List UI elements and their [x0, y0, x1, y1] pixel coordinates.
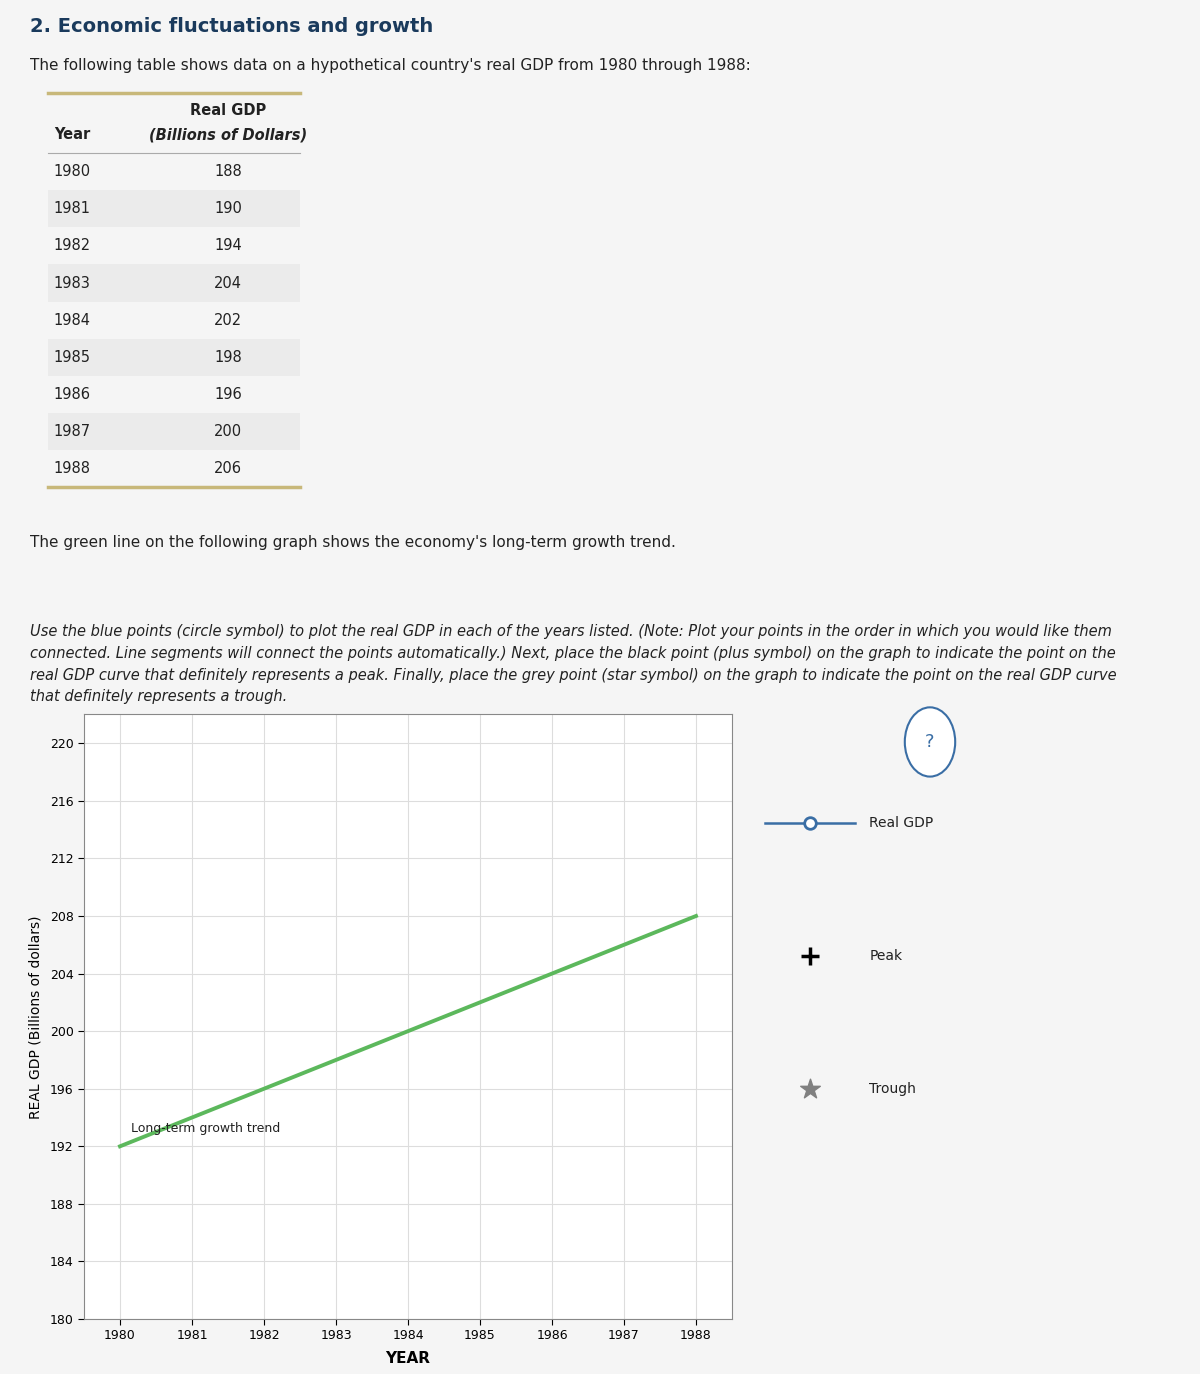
- Bar: [48, 190, 300, 227]
- Text: 190: 190: [214, 202, 242, 216]
- Text: 1986: 1986: [54, 387, 90, 401]
- Text: The following table shows data on a hypothetical country's real GDP from 1980 th: The following table shows data on a hypo…: [30, 58, 751, 73]
- Text: The green line on the following graph shows the economy's long-term growth trend: The green line on the following graph sh…: [30, 534, 676, 550]
- Text: 204: 204: [214, 276, 242, 290]
- Text: 198: 198: [214, 350, 242, 364]
- Text: 2. Economic fluctuations and growth: 2. Economic fluctuations and growth: [30, 18, 433, 36]
- Text: 1987: 1987: [54, 425, 90, 438]
- Text: 1980: 1980: [54, 165, 90, 179]
- Point: [800, 945, 820, 967]
- X-axis label: YEAR: YEAR: [385, 1351, 431, 1366]
- Text: Real GDP: Real GDP: [190, 103, 266, 118]
- Text: 1982: 1982: [54, 239, 90, 253]
- Text: Real GDP: Real GDP: [869, 816, 934, 830]
- Text: 188: 188: [214, 165, 242, 179]
- Circle shape: [905, 708, 955, 776]
- Text: Peak: Peak: [869, 949, 902, 963]
- Text: 1985: 1985: [54, 350, 90, 364]
- Text: Year: Year: [54, 128, 90, 142]
- Bar: [48, 338, 300, 375]
- Y-axis label: REAL GDP (Billions of dollars): REAL GDP (Billions of dollars): [29, 915, 43, 1118]
- Text: 1984: 1984: [54, 313, 90, 327]
- Text: 194: 194: [214, 239, 242, 253]
- Text: 206: 206: [214, 462, 242, 475]
- Text: 200: 200: [214, 425, 242, 438]
- Point: [800, 1079, 820, 1101]
- Text: 196: 196: [214, 387, 242, 401]
- Text: 1988: 1988: [54, 462, 90, 475]
- Text: 202: 202: [214, 313, 242, 327]
- Text: Use the blue points (circle symbol) to plot the real GDP in each of the years li: Use the blue points (circle symbol) to p…: [30, 624, 1117, 705]
- Text: 1981: 1981: [54, 202, 90, 216]
- Text: 1983: 1983: [54, 276, 90, 290]
- Text: ?: ?: [925, 732, 935, 752]
- Bar: [48, 412, 300, 451]
- Text: Trough: Trough: [869, 1083, 917, 1096]
- Text: Long-term growth trend: Long-term growth trend: [131, 1121, 280, 1135]
- Text: (Billions of Dollars): (Billions of Dollars): [149, 128, 307, 142]
- Point: [800, 812, 820, 834]
- Bar: [48, 264, 300, 302]
